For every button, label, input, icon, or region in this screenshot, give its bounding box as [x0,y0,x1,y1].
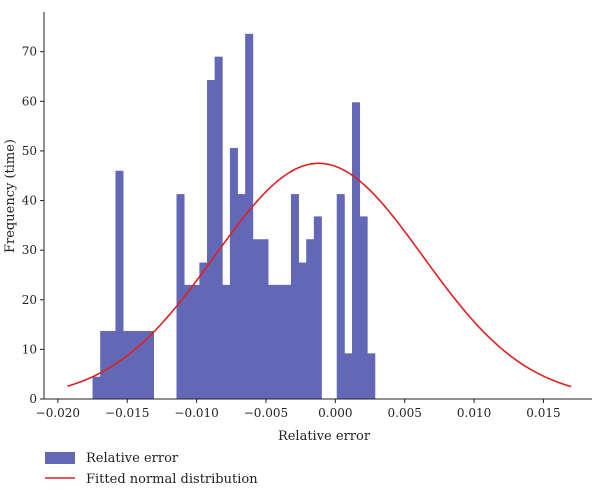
x-tick-label: 0.005 [388,406,422,420]
legend-swatch-relative-error [45,452,75,464]
histogram-bar [130,331,139,399]
legend-label-fitted-normal: Fitted normal distribution [86,472,258,487]
x-tick-label: −0.005 [244,406,288,420]
histogram-bar [313,216,322,399]
histogram-bar [260,239,269,399]
histogram-bar [237,194,246,399]
histogram-bar [359,216,368,399]
y-tick-label: 0 [29,392,37,406]
x-tick-label: 0.010 [457,406,491,420]
legend: Relative error Fitted normal distributio… [45,451,258,487]
histogram-bar [252,239,261,399]
x-tick-label: −0.015 [105,406,149,420]
x-tick-label: −0.010 [174,406,218,420]
y-tick-label: 60 [22,94,37,108]
legend-label-relative-error: Relative error [86,451,179,466]
x-tick-label: 0.000 [318,406,352,420]
y-tick-label: 20 [22,293,37,307]
histogram-bar [306,239,315,399]
histogram-bar [268,284,277,399]
y-axis-label: Frequency (time) [3,139,18,253]
histogram-bar [344,353,353,399]
y-tick-label: 40 [22,194,37,208]
histogram-bar [245,33,254,399]
histogram-bar [229,147,238,399]
histogram-bar [100,331,109,399]
y-tick-label: 30 [22,243,37,257]
histogram-bar [145,331,154,399]
histogram-bar [351,102,361,400]
histogram-bars [92,33,376,400]
x-tick-label: 0.015 [526,406,560,420]
histogram-bar [367,353,376,399]
histogram-bar [115,170,124,399]
histogram-bar [283,284,292,399]
y-tick-label: 10 [22,342,37,356]
y-tick-label: 70 [22,45,37,59]
histogram-bar [199,262,208,399]
histogram-bar [290,194,299,399]
x-axis-label: Relative error [278,429,371,444]
y-tick-label: 50 [22,144,37,158]
histogram-bar [336,194,345,399]
histogram-bar [184,284,193,399]
histogram-bar [138,331,147,399]
histogram-bar [222,284,231,399]
histogram-bar [214,56,223,400]
histogram-bar [298,262,307,399]
histogram-bar [123,331,132,399]
histogram-bar [107,331,116,399]
histogram-bar [92,376,101,399]
histogram-bar [207,79,216,399]
axes: 0 10 20 30 40 50 60 70 −0.020 −0.015 −0.010 −0.005 0… [22,12,592,420]
x-tick-label: −0.020 [36,406,80,420]
fitted-normal-curve [67,162,572,388]
histogram-bar [176,194,185,399]
histogram-bar [275,284,284,399]
histogram-bar [191,284,200,399]
